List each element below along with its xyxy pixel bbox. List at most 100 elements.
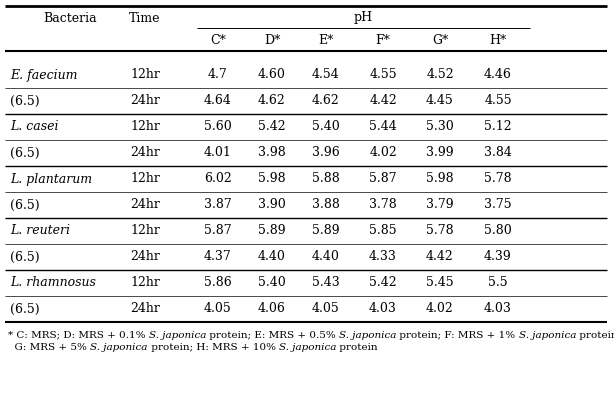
Text: 3.99: 3.99 [426,146,454,160]
Text: 4.52: 4.52 [426,69,454,81]
Text: 4.33: 4.33 [369,251,397,263]
Text: 3.98: 3.98 [258,146,286,160]
Text: G: MRS + 5%: G: MRS + 5% [8,344,90,352]
Text: 5.40: 5.40 [312,120,340,134]
Text: pH: pH [354,12,373,24]
Text: Bacteria: Bacteria [43,12,97,24]
Text: * C: MRS; D: MRS + 0.1%: * C: MRS; D: MRS + 0.1% [8,330,149,340]
Text: 4.46: 4.46 [484,69,512,81]
Text: 3.75: 3.75 [484,198,512,211]
Text: protein;: protein; [577,330,614,340]
Text: 4.55: 4.55 [369,69,397,81]
Text: 4.05: 4.05 [204,302,232,316]
Text: 24hr: 24hr [130,251,160,263]
Text: 12hr: 12hr [130,277,160,290]
Text: 3.90: 3.90 [258,198,286,211]
Text: 5.86: 5.86 [204,277,232,290]
Text: 5.98: 5.98 [426,172,454,186]
Text: 24hr: 24hr [130,146,160,160]
Text: 4.03: 4.03 [484,302,512,316]
Text: 5.78: 5.78 [484,172,512,186]
Text: 5.98: 5.98 [258,172,286,186]
Text: 4.54: 4.54 [312,69,340,81]
Text: 4.02: 4.02 [426,302,454,316]
Text: 6.02: 6.02 [204,172,232,186]
Text: 5.87: 5.87 [369,172,397,186]
Text: 4.03: 4.03 [369,302,397,316]
Text: 3.88: 3.88 [312,198,340,211]
Text: 5.45: 5.45 [426,277,454,290]
Text: H*: H* [489,34,507,47]
Text: 24hr: 24hr [130,95,160,107]
Text: 3.96: 3.96 [312,146,340,160]
Text: 5.12: 5.12 [484,120,512,134]
Text: S. japonica: S. japonica [339,330,397,340]
Text: 5.60: 5.60 [204,120,232,134]
Text: 4.45: 4.45 [426,95,454,107]
Text: L. rhamnosus: L. rhamnosus [10,277,96,290]
Text: D*: D* [264,34,280,47]
Text: C*: C* [210,34,226,47]
Text: 4.60: 4.60 [258,69,286,81]
Text: 5.78: 5.78 [426,225,454,237]
Text: 5.30: 5.30 [426,120,454,134]
Text: 5.43: 5.43 [312,277,340,290]
Text: G*: G* [432,34,448,47]
Text: Time: Time [130,12,161,24]
Text: 4.39: 4.39 [484,251,512,263]
Text: 4.42: 4.42 [426,251,454,263]
Text: (6.5): (6.5) [10,251,40,263]
Text: protein; H: MRS + 10%: protein; H: MRS + 10% [147,344,279,352]
Text: L. plantarum: L. plantarum [10,172,92,186]
Text: 12hr: 12hr [130,69,160,81]
Text: S. japonica: S. japonica [149,330,206,340]
Text: 24hr: 24hr [130,302,160,316]
Text: 5.5: 5.5 [488,277,508,290]
Text: E. faecium: E. faecium [10,69,77,81]
Text: 4.64: 4.64 [204,95,232,107]
Text: 5.88: 5.88 [312,172,340,186]
Text: 5.42: 5.42 [369,277,397,290]
Text: 4.05: 4.05 [312,302,340,316]
Text: 12hr: 12hr [130,120,160,134]
Text: 4.01: 4.01 [204,146,232,160]
Text: 4.7: 4.7 [208,69,228,81]
Text: 12hr: 12hr [130,225,160,237]
Text: 3.78: 3.78 [369,198,397,211]
Text: (6.5): (6.5) [10,302,40,316]
Text: 4.62: 4.62 [312,95,340,107]
Text: 4.40: 4.40 [258,251,286,263]
Text: 4.55: 4.55 [484,95,512,107]
Text: 5.40: 5.40 [258,277,286,290]
Text: (6.5): (6.5) [10,198,40,211]
Text: 5.44: 5.44 [369,120,397,134]
Text: 12hr: 12hr [130,172,160,186]
Text: 4.06: 4.06 [258,302,286,316]
Text: 4.62: 4.62 [258,95,286,107]
Text: 4.02: 4.02 [369,146,397,160]
Text: protein: protein [336,344,378,352]
Text: S. japonica: S. japonica [279,344,336,352]
Text: 5.89: 5.89 [312,225,340,237]
Text: 5.80: 5.80 [484,225,512,237]
Text: E*: E* [318,34,333,47]
Text: 3.79: 3.79 [426,198,454,211]
Text: 4.37: 4.37 [204,251,232,263]
Text: 4.40: 4.40 [312,251,340,263]
Text: protein; E: MRS + 0.5%: protein; E: MRS + 0.5% [206,330,339,340]
Text: 4.42: 4.42 [369,95,397,107]
Text: 5.42: 5.42 [258,120,286,134]
Text: 24hr: 24hr [130,198,160,211]
Text: protein; F: MRS + 1%: protein; F: MRS + 1% [397,330,519,340]
Text: F*: F* [376,34,391,47]
Text: S. japonica: S. japonica [519,330,577,340]
Text: (6.5): (6.5) [10,95,40,107]
Text: (6.5): (6.5) [10,146,40,160]
Text: L. reuteri: L. reuteri [10,225,70,237]
Text: 5.89: 5.89 [258,225,286,237]
Text: S. japonica: S. japonica [90,344,147,352]
Text: 3.84: 3.84 [484,146,512,160]
Text: 5.85: 5.85 [369,225,397,237]
Text: 5.87: 5.87 [204,225,232,237]
Text: L. casei: L. casei [10,120,58,134]
